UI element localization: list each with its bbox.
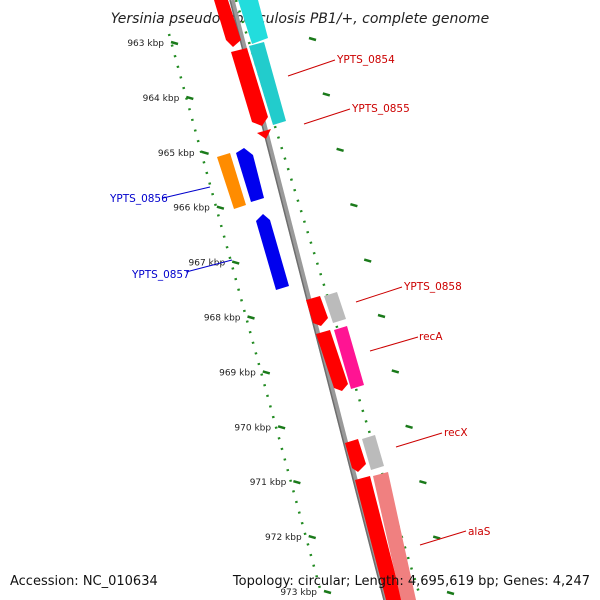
ruler-tick-mark bbox=[185, 95, 194, 101]
ruler-tick-mark bbox=[201, 150, 209, 156]
gene-label-ypts0856[interactable]: YPTS_0856 bbox=[109, 193, 168, 205]
gene-features bbox=[214, 0, 416, 600]
gene-arrow-ypts0858[interactable] bbox=[324, 292, 346, 323]
gene-arrow-alas-red[interactable] bbox=[355, 476, 402, 600]
gene-label-recx[interactable]: recX bbox=[444, 427, 468, 439]
leader-reca bbox=[369, 336, 419, 352]
ruler-tick-mark bbox=[308, 534, 317, 540]
accession-text: Accession: NC_010634 bbox=[10, 574, 158, 589]
leader-recx bbox=[395, 432, 443, 448]
gene-arrow-top-cyan[interactable] bbox=[238, 0, 268, 44]
gene-arrow-ypts0857[interactable] bbox=[256, 214, 289, 290]
gene-arrow-ypts0856[interactable] bbox=[236, 148, 264, 202]
gene-arrow-recx-red[interactable] bbox=[345, 439, 366, 472]
leader-ypts0854 bbox=[287, 59, 336, 77]
gene-arrow-reca[interactable] bbox=[334, 326, 364, 389]
gene-arrow-ypts0855[interactable] bbox=[249, 42, 286, 125]
right-track-tick-mark bbox=[419, 479, 427, 485]
gene-labels: YPTS_0854 YPTS_0855 YPTS_0856 YPTS_0857 … bbox=[109, 54, 491, 546]
ruler-tick-mark bbox=[216, 205, 225, 210]
map-title: Yersinia pseudotuberculosis PB1/+, compl… bbox=[111, 11, 489, 27]
ruler-tick-label: 965 kbp bbox=[158, 149, 195, 159]
ruler-tick-label: 966 kbp bbox=[173, 204, 210, 214]
ruler-tick-label: 967 kbp bbox=[189, 259, 226, 269]
right-track-tick-mark bbox=[405, 424, 413, 430]
leader-ypts0855 bbox=[303, 108, 351, 125]
ruler-tick-label: 969 kbp bbox=[219, 368, 256, 378]
right-track-tick-mark bbox=[363, 258, 372, 263]
leader-ypts0858 bbox=[355, 286, 403, 303]
topology-text: Topology: circular; Length: 4,695,619 bp… bbox=[232, 574, 590, 589]
gene-arrow-ypts0854[interactable] bbox=[231, 48, 268, 126]
leader-ypts0857 bbox=[185, 259, 233, 273]
right-track-tick-mark bbox=[391, 369, 400, 374]
leader-ypts0856 bbox=[162, 186, 211, 199]
ruler-tick-label: 970 kbp bbox=[234, 423, 271, 433]
leader-alas bbox=[419, 530, 467, 546]
right-track-tick-mark bbox=[336, 147, 344, 153]
ruler-tick-mark bbox=[293, 479, 301, 485]
right-track-tick-mark bbox=[377, 313, 386, 319]
ruler-tick-mark bbox=[247, 315, 255, 320]
right-track-tick-mark bbox=[446, 590, 455, 596]
gene-arrow-alas[interactable] bbox=[373, 472, 416, 600]
gene-label-ypts0857[interactable]: YPTS_0857 bbox=[131, 269, 190, 281]
gene-arrow-small-red[interactable] bbox=[257, 129, 271, 139]
gene-arrow-recx[interactable] bbox=[362, 435, 384, 470]
right-track-tick-mark bbox=[322, 92, 331, 97]
gene-arrow-top-red[interactable] bbox=[214, 0, 241, 47]
ruler-tick-label: 972 kbp bbox=[265, 533, 302, 543]
ruler-tick-label: 973 kbp bbox=[280, 588, 317, 598]
right-track-tick-mark bbox=[308, 36, 317, 42]
right-track-tick-mark bbox=[432, 535, 441, 540]
ruler-tick-mark bbox=[262, 370, 271, 375]
ruler-tick-label: 968 kbp bbox=[204, 314, 241, 324]
gene-arrow-ypts0858-red[interactable] bbox=[306, 296, 328, 326]
gene-label-ypts0854[interactable]: YPTS_0854 bbox=[336, 54, 395, 66]
ruler-tick-mark bbox=[323, 589, 332, 595]
gene-label-ypts0858[interactable]: YPTS_0858 bbox=[403, 281, 462, 293]
ruler-tick-mark bbox=[277, 425, 286, 430]
gene-label-reca[interactable]: recA bbox=[419, 331, 443, 343]
ruler-tick-mark bbox=[231, 260, 240, 265]
ruler-tick-label: 971 kbp bbox=[250, 478, 287, 488]
ruler-tick-label: 964 kbp bbox=[143, 94, 180, 104]
right-track-tick-mark bbox=[350, 202, 358, 208]
gene-label-ypts0855[interactable]: YPTS_0855 bbox=[351, 103, 410, 115]
gene-arrow-reca-red[interactable] bbox=[316, 330, 348, 391]
ruler-ticks: 963 kbp 964 kbp 965 kbp 966 kbp 967 kbp 968 k… bbox=[127, 36, 455, 598]
ruler-tick-label: 963 kbp bbox=[127, 39, 164, 49]
ruler-track-left bbox=[167, 33, 324, 597]
gene-label-alas[interactable]: alaS bbox=[468, 526, 491, 538]
ruler-tick-mark bbox=[170, 40, 179, 46]
gene-arrow-ypts0856-orange[interactable] bbox=[217, 153, 246, 209]
